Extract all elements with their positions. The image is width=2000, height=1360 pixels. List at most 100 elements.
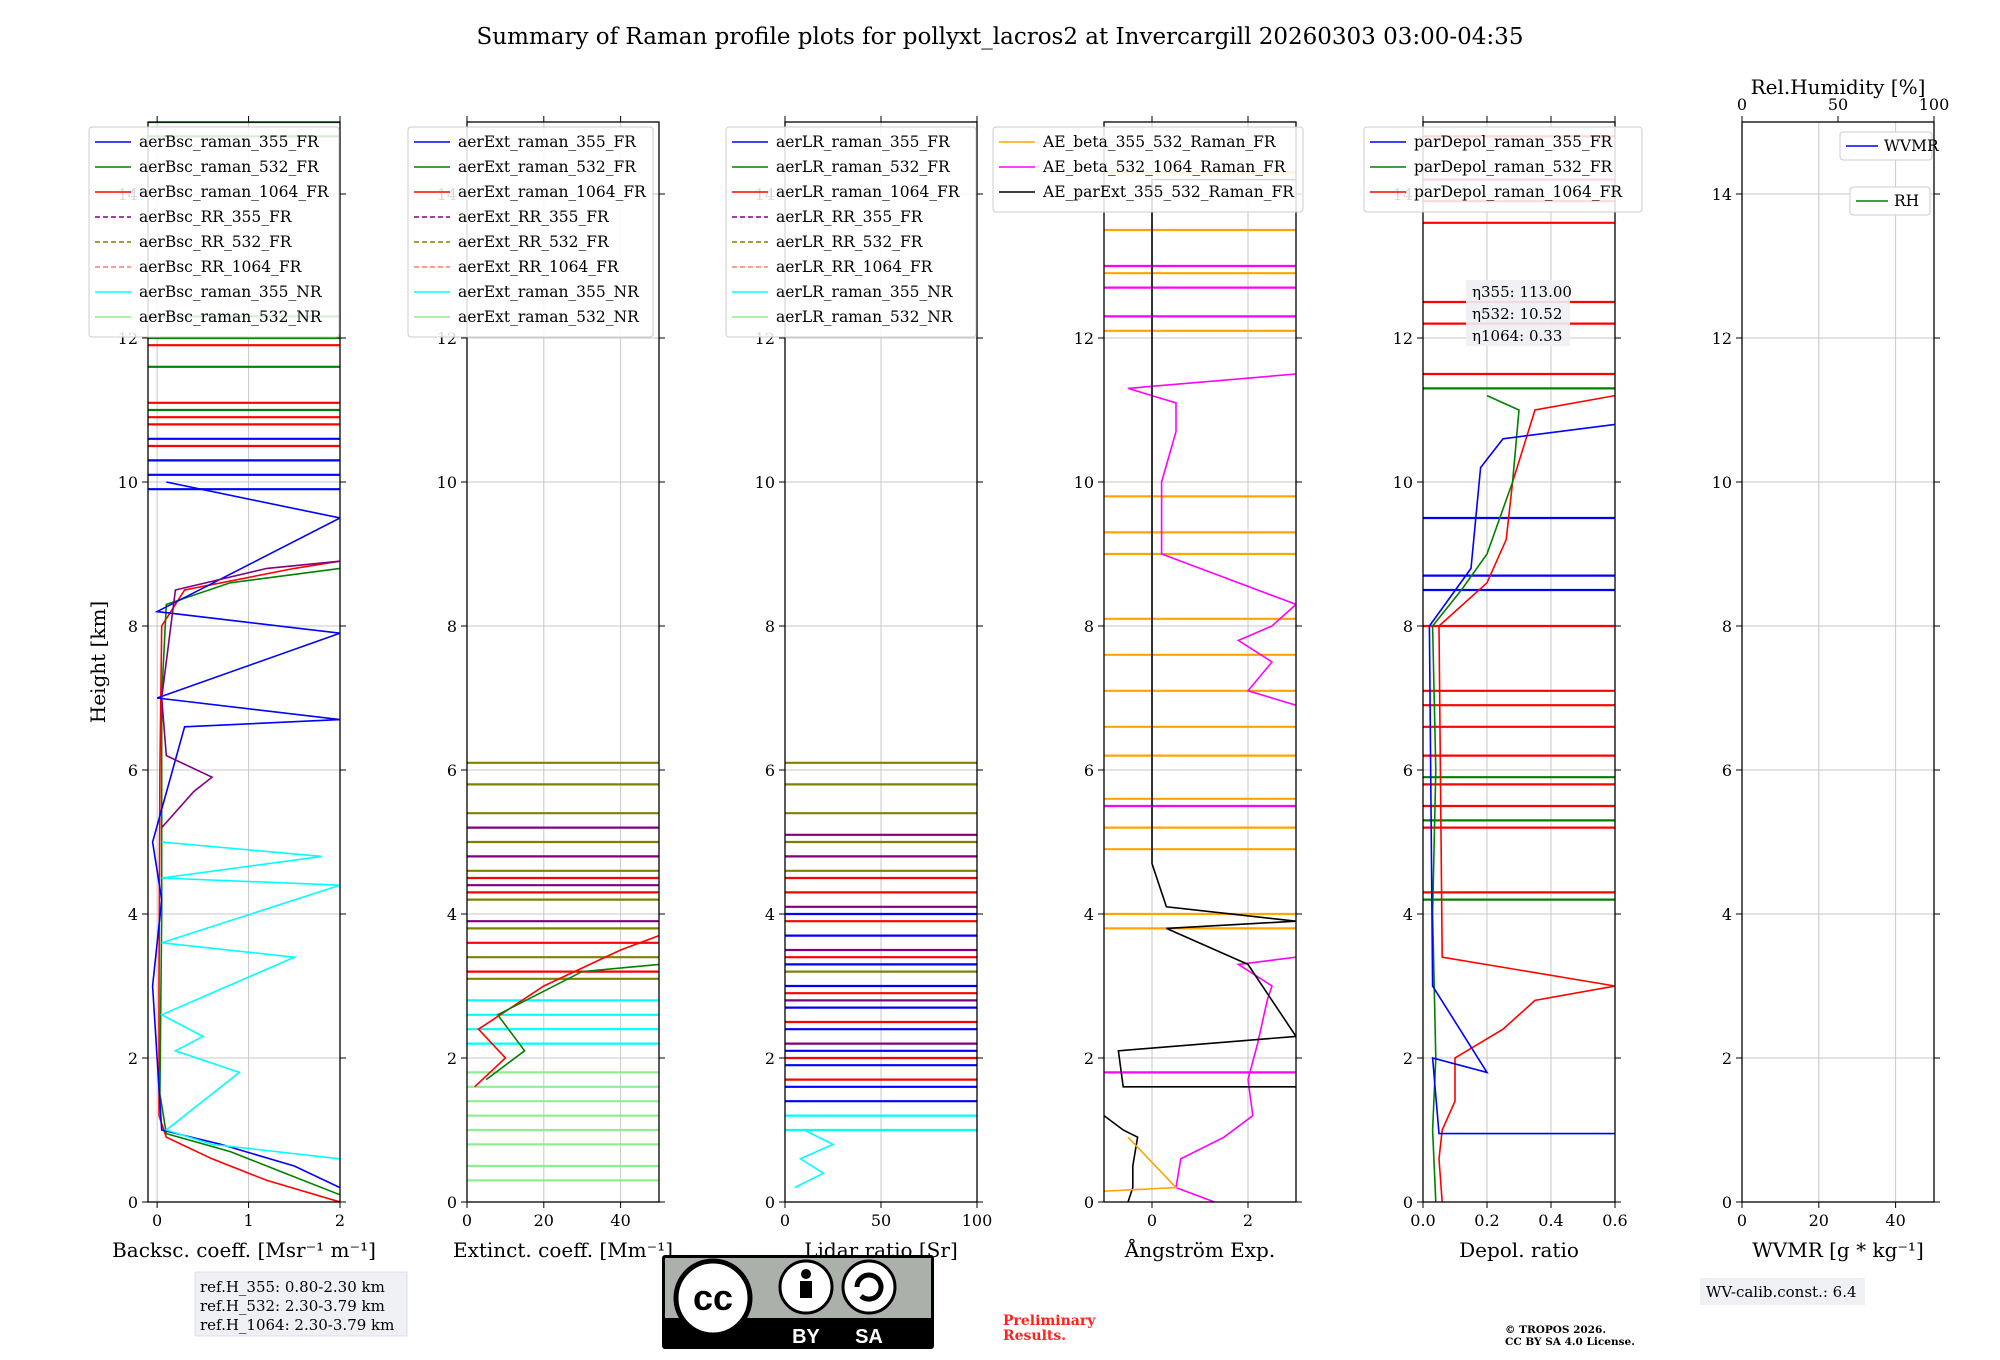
profile-line: [1438, 394, 1615, 1202]
x-tick-label: 0: [1147, 1211, 1157, 1230]
top-x-tick-label: 100: [1919, 95, 1950, 114]
legend-box: [992, 126, 1304, 213]
wv-calib-text: WV-calib.const.: 6.4: [1706, 1283, 1857, 1301]
legend-label: aerExt_raman_355_NR: [458, 283, 640, 301]
legend-label: AE_beta_532_1064_Raman_FR: [1042, 158, 1287, 176]
axes-frame: [1103, 121, 1297, 1203]
profile-line: [1117, 178, 1296, 1088]
legend-label: aerBsc_RR_1064_FR: [139, 258, 303, 276]
y-tick-label: 6: [128, 761, 138, 780]
x-axis-label: Ångström Exp.: [1124, 1237, 1275, 1262]
y-tick-label: 2: [1722, 1049, 1732, 1068]
profile-line: [1104, 1136, 1178, 1192]
legend-label: aerBsc_raman_1064_FR: [139, 183, 330, 201]
x-axis-label: Extinct. coeff. [Mm⁻¹]: [453, 1238, 673, 1262]
legend-label: aerLR_RR_355_FR: [776, 208, 924, 226]
y-tick-label: 4: [1722, 905, 1732, 924]
y-tick-label: 2: [128, 1049, 138, 1068]
y-tick-label: 2: [765, 1049, 775, 1068]
profile-line: [1175, 956, 1296, 1202]
x-tick-label: 20: [534, 1211, 554, 1230]
y-tick-label: 0: [765, 1193, 775, 1212]
x-tick-label: 0.2: [1474, 1211, 1499, 1230]
legend-label: AE_beta_355_532_Raman_FR: [1042, 133, 1277, 151]
copyright-line1: © TROPOS 2026.: [1505, 1324, 1606, 1336]
legend-box: [1839, 131, 1933, 161]
y-tick-label: 4: [128, 905, 138, 924]
y-tick-label: 8: [128, 617, 138, 636]
profile-line: [1428, 423, 1615, 1135]
legend-box: [1363, 126, 1643, 213]
x-tick-label: 40: [610, 1211, 630, 1230]
legend-label: aerBsc_RR_532_FR: [139, 233, 293, 251]
reference-heights-box: ref.H_355: 0.80-2.30 km ref.H_532: 2.30-…: [194, 1271, 408, 1337]
wv-calib-bg: [1700, 1278, 1865, 1305]
legend-label: aerBsc_raman_355_NR: [139, 283, 323, 301]
data-layer: [467, 761, 659, 1182]
eta-value: η532: 10.52: [1472, 305, 1562, 323]
y-axis-label: Height [km]: [86, 601, 110, 723]
x-tick-label: 20: [1809, 1211, 1829, 1230]
y-tick-label: 6: [1084, 761, 1094, 780]
y-tick-label: 2: [1403, 1049, 1413, 1068]
y-tick-label: 6: [1403, 761, 1413, 780]
legend-label: aerLR_raman_1064_FR: [776, 183, 961, 201]
wv-calib-box: WV-calib.const.: 6.4: [1700, 1278, 1865, 1305]
eta-box: [1466, 280, 1570, 346]
cc-letters: cc: [693, 1277, 733, 1318]
y-tick-label: 0: [1084, 1193, 1094, 1212]
preliminary-line1: Preliminary: [1003, 1313, 1096, 1329]
preliminary-line2: Results.: [1003, 1328, 1066, 1344]
legend-box: [88, 126, 340, 338]
y-tick-label: 4: [765, 905, 775, 924]
x-tick-label: 100: [962, 1211, 993, 1230]
legend-label: aerBsc_raman_532_FR: [139, 158, 320, 176]
legend-box: [407, 126, 654, 338]
legend-label: parDepol_raman_1064_FR: [1414, 183, 1623, 201]
figure-title: Summary of Raman profile plots for polly…: [477, 24, 1524, 50]
x-tick-label: 0.4: [1538, 1211, 1563, 1230]
profile-line: [794, 1129, 835, 1189]
axes-frame: [466, 121, 660, 1203]
x-tick-label: 50: [871, 1211, 891, 1230]
y-tick-label: 12: [1074, 329, 1094, 348]
y-tick-label: 8: [765, 617, 775, 636]
cc-by-sa-badge: cc BY SA: [662, 1255, 934, 1349]
cc-circle-icon: [673, 1258, 753, 1338]
y-tick-label: 10: [1712, 473, 1732, 492]
x-tick-label: 0: [780, 1211, 790, 1230]
eta-value: η355: 113.00: [1472, 283, 1572, 301]
x-tick-label: 0: [1737, 1211, 1747, 1230]
legend-label: aerLR_raman_355_NR: [776, 283, 954, 301]
profile-line: [159, 841, 340, 1160]
y-tick-label: 4: [447, 905, 457, 924]
profile-line: [1127, 373, 1296, 706]
x-axis-label: Depol. ratio: [1459, 1238, 1579, 1262]
eta-value: η1064: 0.33: [1472, 327, 1562, 345]
legend-label: RH: [1894, 192, 1919, 210]
x-tick-label: 0: [462, 1211, 472, 1230]
profile-line: [159, 567, 340, 1196]
sa-share-icon: [841, 1259, 897, 1315]
reference-box-bg: [194, 1271, 408, 1337]
legend-label: WVMR: [1884, 137, 1940, 155]
legend-label: aerLR_raman_532_FR: [776, 158, 951, 176]
ref-h-532: ref.H_532: 2.30-3.79 km: [200, 1297, 385, 1315]
ref-h-355: ref.H_355: 0.80-2.30 km: [200, 1278, 385, 1296]
top-x-axis-label: Rel.Humidity [%]: [1751, 75, 1926, 99]
legend-label: AE_parExt_355_532_Raman_FR: [1042, 183, 1295, 201]
legend-label: aerBsc_raman_532_NR: [139, 308, 323, 326]
legend-label: aerLR_raman_355_FR: [776, 133, 951, 151]
x-axis-label: Backsc. coeff. [Msr⁻¹ m⁻¹]: [112, 1238, 376, 1262]
ref-h-1064: ref.H_1064: 2.30-3.79 km: [200, 1316, 394, 1334]
legend-label: aerLR_raman_532_NR: [776, 308, 954, 326]
person-head-icon: [801, 1269, 811, 1279]
axes-frame: [1741, 121, 1935, 1203]
y-tick-label: 8: [1722, 617, 1732, 636]
y-tick-label: 10: [755, 473, 775, 492]
y-tick-label: 10: [118, 473, 138, 492]
